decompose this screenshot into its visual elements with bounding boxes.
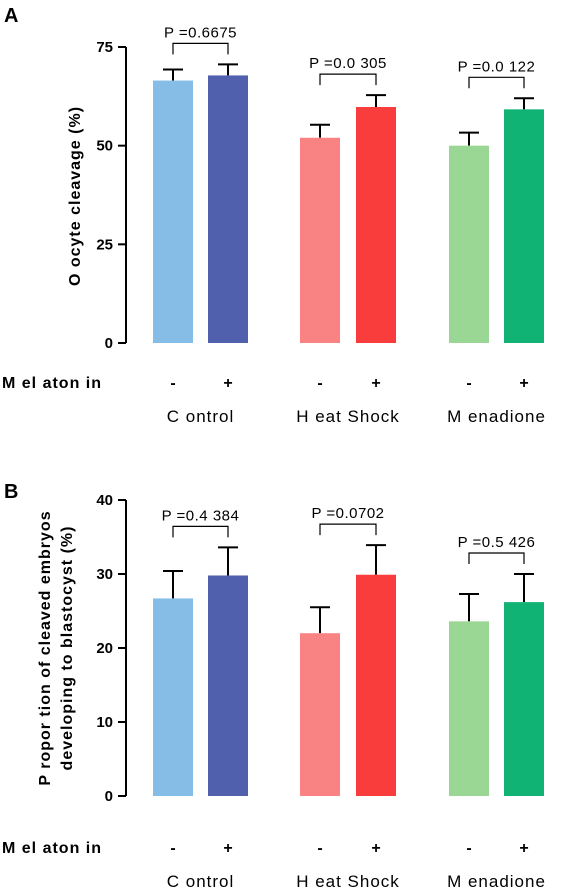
p-value-label: P =0.5 426 (458, 534, 536, 551)
group-label: C ontrol (167, 407, 235, 426)
y-tick-label: 75 (96, 39, 113, 56)
melatonin-row-label: M el aton in (2, 840, 102, 857)
y-tick-label: 10 (96, 714, 113, 731)
y-axis-label-line2: developing to blastocyst (%) (59, 526, 76, 771)
group-label: M enadione (447, 407, 546, 426)
y-tick-label: 0 (105, 335, 113, 352)
bar (153, 80, 193, 344)
bar (356, 574, 396, 796)
y-tick-label: 50 (96, 138, 113, 155)
significance-bracket (172, 42, 229, 55)
bar (300, 633, 340, 796)
bar (449, 621, 489, 796)
group-label: H eat Shock (296, 407, 400, 426)
melatonin-sign: - (170, 840, 175, 857)
melatonin-sign: - (317, 840, 322, 857)
melatonin-sign: + (371, 840, 380, 857)
bar (208, 75, 248, 343)
bar (300, 137, 340, 343)
bar (356, 106, 396, 343)
group-label: H eat Shock (296, 872, 400, 890)
y-tick-label: 30 (96, 566, 113, 583)
melatonin-sign: - (466, 840, 471, 857)
bar (504, 109, 544, 343)
group-label: C ontrol (167, 872, 235, 890)
y-axis-label-line1: P ropor tion of cleaved embryos (37, 510, 54, 785)
p-value-label: P =0.0 122 (458, 58, 536, 75)
significance-bracket (468, 552, 525, 564)
y-axis-label: O ocyte cleavage (%) (67, 106, 84, 286)
significance-bracket (319, 73, 377, 86)
bar (449, 145, 489, 343)
melatonin-sign: - (170, 375, 175, 392)
melatonin-sign: - (317, 375, 322, 392)
melatonin-sign: - (466, 375, 471, 392)
p-value-label: P =0.6675 (164, 24, 237, 41)
panel-letter: A (4, 5, 18, 27)
melatonin-sign: + (519, 375, 528, 392)
y-tick-label: 0 (105, 788, 113, 805)
p-value-label: P =0.4 384 (162, 507, 240, 524)
significance-bracket (172, 525, 229, 538)
y-tick-label: 40 (96, 492, 113, 509)
melatonin-sign: + (371, 375, 380, 392)
p-value-label: P =0.0702 (311, 505, 384, 522)
panel-letter: B (4, 481, 18, 503)
significance-bracket (319, 523, 377, 536)
y-tick-label: 20 (96, 640, 113, 657)
significance-bracket (468, 76, 525, 89)
melatonin-sign: + (223, 375, 232, 392)
bar (504, 602, 544, 796)
group-label: M enadione (447, 872, 546, 890)
p-value-label: P =0.0 305 (309, 55, 387, 72)
y-tick-label: 25 (96, 236, 113, 253)
melatonin-row-label: M el aton in (2, 375, 102, 392)
bar (153, 598, 193, 796)
bar (208, 575, 248, 796)
melatonin-sign: + (223, 840, 232, 857)
melatonin-sign: + (519, 840, 528, 857)
